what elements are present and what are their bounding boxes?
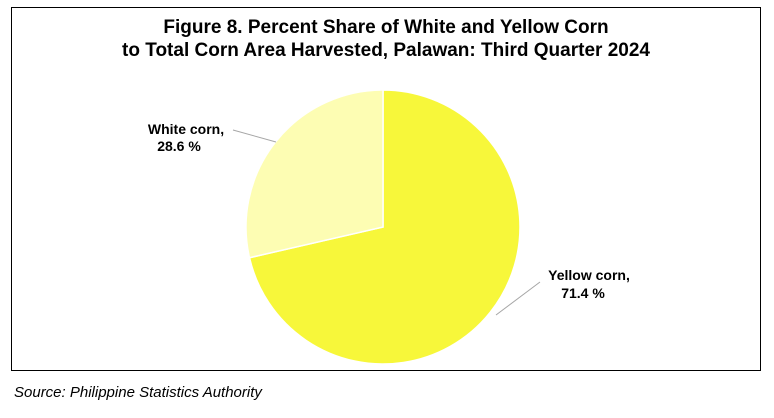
white-corn-name-label: White corn, bbox=[148, 121, 224, 137]
chart-title: Figure 8. Percent Share of White and Yel… bbox=[12, 16, 760, 62]
yellow-corn-leader-line bbox=[495, 281, 541, 316]
yellow-corn-slice bbox=[248, 89, 521, 365]
white-corn-percent-label: 28.6 % bbox=[157, 138, 201, 154]
source-note: Source: Philippine Statistics Authority bbox=[14, 384, 262, 401]
yellow-corn-percent-label: 71.4 % bbox=[561, 285, 605, 301]
chart-title-line-2: to Total Corn Area Harvested, Palawan: T… bbox=[122, 40, 650, 61]
white-corn-leader-line bbox=[232, 129, 277, 143]
yellow-corn-name-label: Yellow corn, bbox=[548, 267, 630, 283]
chart-title-line-1: Figure 8. Percent Share of White and Yel… bbox=[163, 17, 609, 38]
